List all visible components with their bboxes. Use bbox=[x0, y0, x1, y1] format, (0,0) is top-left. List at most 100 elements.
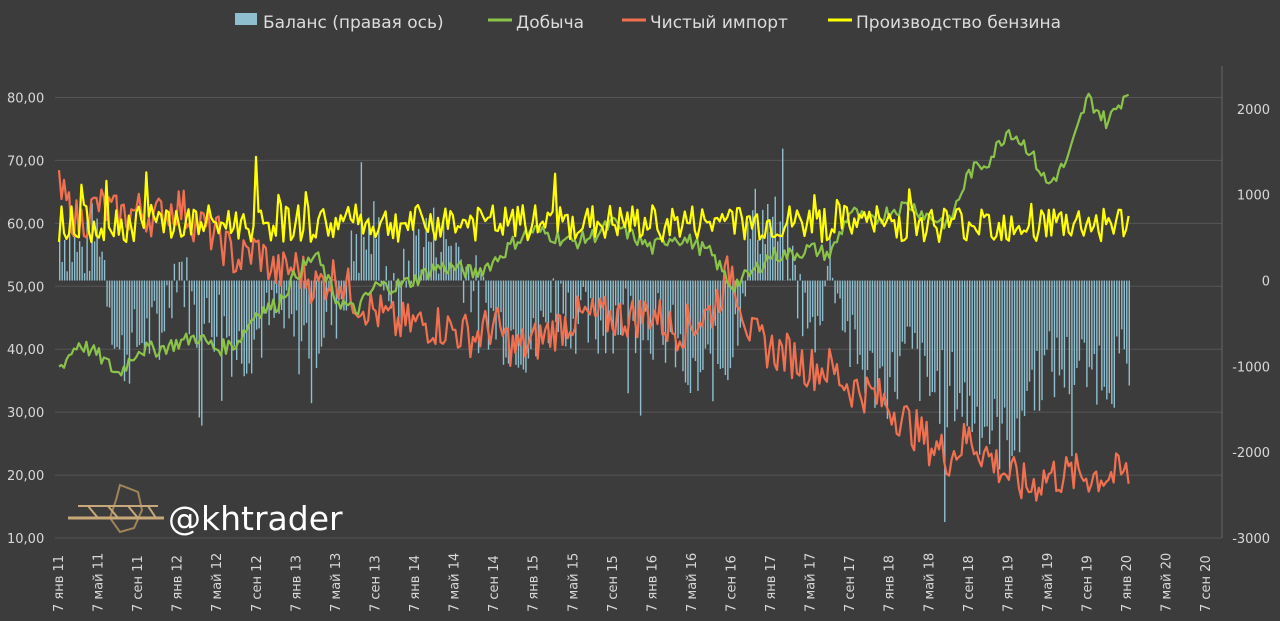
balance-bar bbox=[1091, 280, 1093, 370]
balance-bar bbox=[856, 280, 859, 365]
balance-bar bbox=[816, 280, 819, 317]
balance-bar bbox=[677, 280, 679, 339]
x-tick-label: 7 май 18 bbox=[922, 553, 937, 612]
balance-bar bbox=[298, 280, 300, 375]
balance-bar bbox=[634, 280, 637, 354]
balance-bar bbox=[323, 280, 325, 338]
balance-bar bbox=[303, 280, 305, 326]
balance-bar bbox=[737, 280, 739, 346]
balance-bar bbox=[320, 280, 323, 347]
x-tick-label: 7 янв 11 bbox=[52, 555, 67, 612]
balance-bar bbox=[228, 280, 230, 337]
balance-bar bbox=[659, 280, 662, 301]
balance-bar bbox=[597, 280, 599, 354]
balance-bar bbox=[602, 280, 604, 336]
balance-bar bbox=[954, 280, 956, 422]
x-tick-label: 7 янв 19 bbox=[1001, 555, 1016, 612]
balance-bar bbox=[844, 280, 846, 333]
balance-bar bbox=[609, 280, 612, 316]
balance-bar bbox=[774, 196, 776, 281]
balance-bar bbox=[966, 280, 968, 427]
x-tick-label: 7 сен 11 bbox=[131, 555, 146, 612]
balance-bar bbox=[418, 229, 420, 281]
balance-bar bbox=[413, 220, 415, 281]
balance-bar bbox=[1098, 280, 1101, 346]
balance-bar bbox=[570, 280, 572, 349]
balance-bar bbox=[824, 280, 826, 287]
balance-bar bbox=[153, 280, 156, 301]
balance-bar bbox=[567, 280, 570, 293]
balance-bar bbox=[1123, 280, 1125, 350]
balance-bar bbox=[826, 265, 829, 281]
balance-bar bbox=[836, 280, 839, 294]
balance-bar bbox=[542, 280, 545, 317]
balance-bar bbox=[146, 280, 148, 319]
balance-bar bbox=[368, 217, 370, 281]
balance-bar bbox=[799, 273, 801, 281]
balance-bar bbox=[430, 242, 432, 281]
balance-bar bbox=[405, 280, 407, 288]
balance-bar bbox=[176, 280, 178, 293]
x-tick-label: 7 сен 12 bbox=[250, 555, 265, 612]
balance-bar bbox=[445, 239, 447, 281]
balance-bar bbox=[335, 280, 338, 339]
x-tick-label: 7 янв 12 bbox=[171, 555, 186, 612]
balance-bar bbox=[163, 280, 166, 332]
balance-bar bbox=[81, 246, 83, 281]
x-tick-label: 7 май 13 bbox=[329, 553, 344, 612]
balance-bar bbox=[93, 241, 96, 281]
x-tick-label: 7 янв 15 bbox=[527, 555, 542, 612]
balance-bar bbox=[178, 262, 181, 281]
balance-bar bbox=[285, 280, 288, 291]
balance-bar bbox=[849, 280, 851, 367]
balance-bar bbox=[500, 280, 502, 313]
balance-bar bbox=[398, 280, 400, 322]
balance-bar bbox=[203, 280, 206, 324]
balance-bar bbox=[512, 280, 515, 330]
balance-bar bbox=[699, 280, 702, 373]
balance-bar bbox=[517, 280, 520, 368]
balance-bar bbox=[811, 280, 814, 317]
balance-bar bbox=[1116, 280, 1118, 337]
balance-bar bbox=[245, 280, 248, 374]
balance-bar bbox=[522, 280, 525, 370]
balance-bar bbox=[759, 253, 761, 281]
balance-bar bbox=[831, 277, 834, 281]
balance-bar bbox=[585, 280, 587, 292]
balance-bar bbox=[490, 280, 492, 308]
balance-bar bbox=[1101, 280, 1103, 391]
balance-bars bbox=[59, 148, 1130, 523]
balance-bar bbox=[884, 280, 886, 406]
balance-bar bbox=[869, 280, 871, 351]
balance-bar bbox=[158, 280, 161, 360]
balance-bar bbox=[138, 280, 141, 346]
balance-bar bbox=[986, 280, 988, 427]
balance-bar bbox=[772, 216, 774, 281]
balance-bar bbox=[206, 280, 208, 299]
balance-bar bbox=[425, 218, 427, 281]
x-tick-label: 7 май 17 bbox=[804, 553, 819, 612]
balance-bar bbox=[881, 280, 884, 367]
balance-bar bbox=[1031, 280, 1033, 370]
balance-bar bbox=[86, 210, 88, 281]
balance-bar bbox=[557, 280, 560, 332]
x-tick-label: 7 сен 20 bbox=[1199, 555, 1214, 612]
balance-bar bbox=[622, 280, 624, 305]
balance-bar bbox=[841, 280, 844, 331]
x-tick-label: 7 сен 16 bbox=[725, 555, 740, 612]
balance-bar bbox=[789, 278, 791, 281]
balance-bar bbox=[924, 280, 926, 356]
x-tick-label: 7 янв 14 bbox=[408, 555, 423, 612]
balance-bar bbox=[672, 280, 674, 305]
balance-bar bbox=[757, 239, 759, 281]
balance-bar bbox=[103, 260, 106, 281]
balance-bar bbox=[535, 280, 537, 357]
right-tick-label: -3000 bbox=[1232, 532, 1270, 547]
balance-bar bbox=[964, 280, 966, 383]
balance-bar bbox=[148, 280, 151, 354]
balance-bar bbox=[1061, 280, 1063, 370]
balance-bar bbox=[572, 280, 574, 319]
balance-bar bbox=[408, 260, 410, 281]
x-tick-label: 7 май 11 bbox=[92, 553, 107, 612]
